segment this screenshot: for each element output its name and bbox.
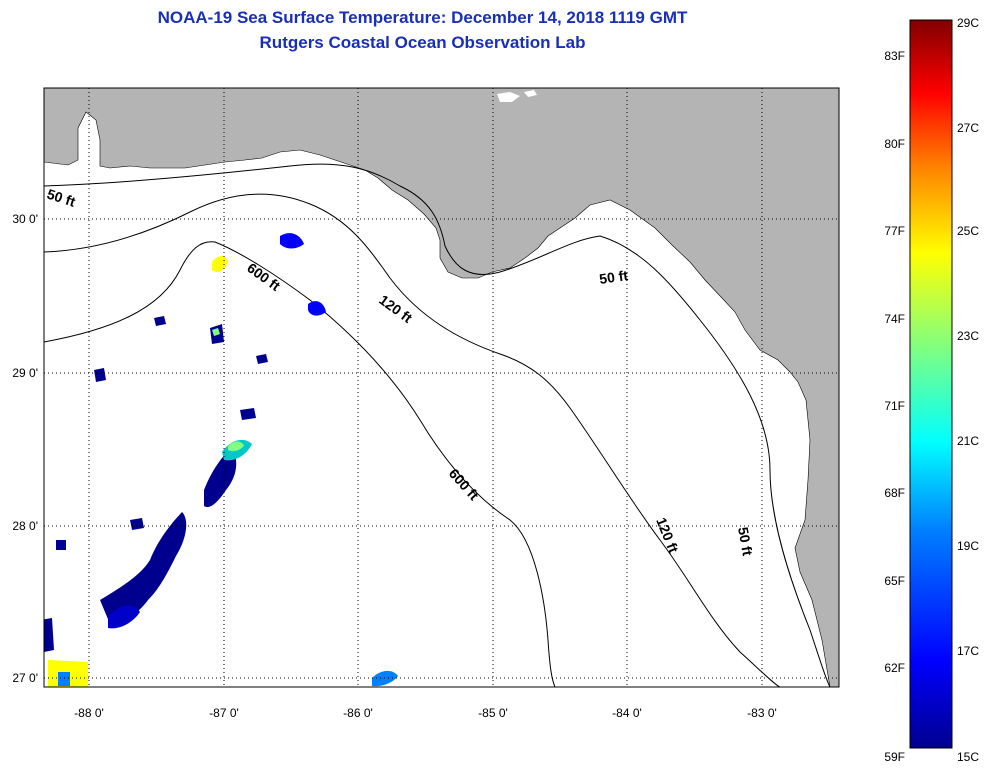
y-tick-label: 27 0': [12, 671, 38, 685]
colorbar-f-label: 83F: [884, 49, 905, 63]
colorbar-f-label: 80F: [884, 137, 905, 151]
x-tick-label: -86 0': [343, 706, 373, 720]
contour-600ft: [44, 241, 556, 687]
colorbar-c-label: 25C: [957, 224, 979, 238]
colorbar-c-label: 19C: [957, 539, 979, 553]
colorbar-c-label: 23C: [957, 329, 979, 343]
map-subtitle: Rutgers Coastal Ocean Observation Lab: [259, 33, 586, 52]
x-tick-label: -87 0': [209, 706, 239, 720]
contour-120ft: [44, 193, 781, 687]
contour-label-50ft-east: 50 ft: [735, 526, 756, 557]
y-tick-label: 29 0': [12, 366, 38, 380]
colorbar-f-label: 74F: [884, 312, 905, 326]
colorbar-f-label: 65F: [884, 574, 905, 588]
colorbar-f-label: 71F: [884, 399, 905, 413]
sst-patches: [44, 233, 398, 687]
graticule: [44, 88, 839, 687]
x-tick-label: -85 0': [478, 706, 508, 720]
x-tick-label: -83 0': [747, 706, 777, 720]
colorbar-c-label: 29C: [957, 16, 979, 30]
colorbar-f-label: 68F: [884, 486, 905, 500]
contour-50ft: [44, 163, 831, 687]
colorbar-c-label: 17C: [957, 644, 979, 658]
colorbar-f-label: 77F: [884, 224, 905, 238]
colorbar-f-label: 59F: [884, 750, 905, 764]
y-axis: 30 0' 29 0' 28 0' 27 0': [12, 212, 38, 685]
island-2: [524, 90, 537, 97]
island-1: [497, 92, 520, 102]
x-tick-label: -84 0': [612, 706, 642, 720]
colorbar-c-label: 15C: [957, 750, 979, 764]
y-tick-label: 30 0': [12, 212, 38, 226]
colorbar-c-label: 21C: [957, 434, 979, 448]
x-axis: -88 0' -87 0' -86 0' -85 0' -84 0' -83 0…: [74, 706, 777, 720]
land-mass: [44, 88, 839, 687]
colorbar-scale: [909, 19, 953, 749]
y-tick-label: 28 0': [12, 519, 38, 533]
map-title: NOAA-19 Sea Surface Temperature: Decembe…: [157, 8, 688, 27]
colorbar: 83F 80F 77F 74F 71F 68F 65F 62F 59F 29C …: [884, 16, 979, 764]
contour-label-50ft-mid: 50 ft: [598, 267, 629, 287]
colorbar-c-label: 27C: [957, 121, 979, 135]
colorbar-f-label: 62F: [884, 661, 905, 675]
x-tick-label: -88 0': [74, 706, 104, 720]
